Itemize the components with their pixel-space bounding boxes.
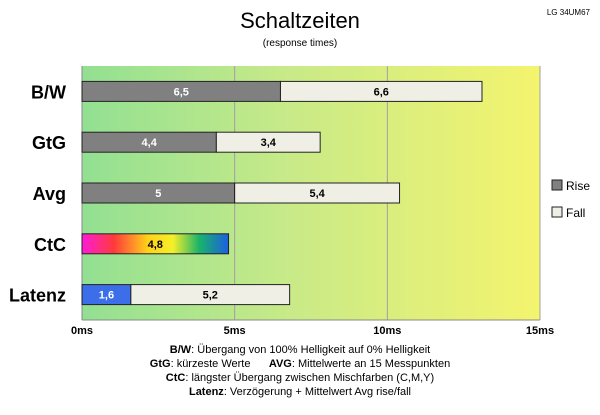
ctc-bar [81, 233, 230, 255]
category-label: GtG [32, 133, 66, 153]
response-time-chart: Schaltzeiten (response times) LG 34UM67 … [9, 8, 591, 337]
note-ctc-key: CtC [165, 372, 186, 384]
ctc-value-label: 4,8 [148, 239, 163, 251]
x-tick-label: 0ms [71, 325, 93, 337]
chart-title: Schaltzeiten [240, 8, 360, 33]
fall-bar [279, 80, 483, 102]
fall-bar [215, 131, 321, 153]
note-lat-text: : Verzögerung + Mittelwert Avg rise/fall [223, 386, 412, 398]
note-ctc: CtC: längster Übergang zwischen Mischfar… [0, 371, 600, 385]
note-gtg-text: : kürzeste Werte [170, 358, 251, 370]
note-gtg-avg: GtG: kürzeste Werte AVG: Mittelwerte an … [0, 357, 600, 371]
note-avg-text: : Mittelwerte an 15 Messpunkten [291, 358, 451, 370]
corner-label: LG 34UM67 [547, 8, 591, 17]
category-label: Avg [33, 184, 66, 204]
note-ctc-text: : längster Übergang zwischen Mischfarben… [185, 372, 435, 384]
legend-swatch [551, 179, 563, 191]
rise-value-label: 4,4 [142, 137, 158, 149]
rise-value-label: 5 [155, 188, 161, 200]
category-label: Latenz [9, 286, 66, 306]
x-tick-label: 10ms [373, 325, 401, 337]
x-tick-label: 5ms [224, 325, 246, 337]
fall-value-label: 3,4 [261, 137, 277, 149]
category-labels: B/W GtG Avg CtC Latenz [9, 82, 66, 305]
fall-bar [234, 182, 401, 204]
fall-bar [130, 284, 291, 306]
bars: 6,5 6,6 4,4 3,4 5 5,4 1,6 5,2 4,8 [81, 80, 483, 306]
fall-value-label: 5,4 [309, 188, 325, 200]
legend: Rise Fall [551, 179, 590, 220]
category-label: B/W [31, 82, 66, 102]
note-lat-key: Latenz [188, 386, 224, 398]
note-avg-key: AVG [268, 358, 292, 370]
rise-value-label: 1,6 [99, 290, 114, 302]
category-label: CtC [34, 235, 66, 255]
legend-label: Rise [566, 179, 590, 193]
note-bw-key: B/W [169, 344, 192, 356]
x-tick-label: 15ms [526, 325, 554, 337]
note-gtg-key: GtG [149, 358, 171, 370]
fall-value-label: 6,6 [374, 86, 389, 98]
chart-subtitle: (response times) [263, 38, 337, 49]
rise-value-label: 6,5 [174, 86, 189, 98]
note-latenz: Latenz: Verzögerung + Mittelwert Avg ris… [0, 385, 600, 399]
note-bw: B/W: Übergang von 100% Helligkeit auf 0%… [0, 343, 600, 357]
legend-label: Fall [566, 206, 585, 220]
legend-swatch [551, 206, 563, 218]
fall-value-label: 5,2 [203, 290, 218, 302]
x-tick-labels: 0ms 5ms 10ms 15ms [71, 325, 554, 337]
note-bw-text: : Übergang von 100% Helligkeit auf 0% He… [191, 344, 431, 356]
